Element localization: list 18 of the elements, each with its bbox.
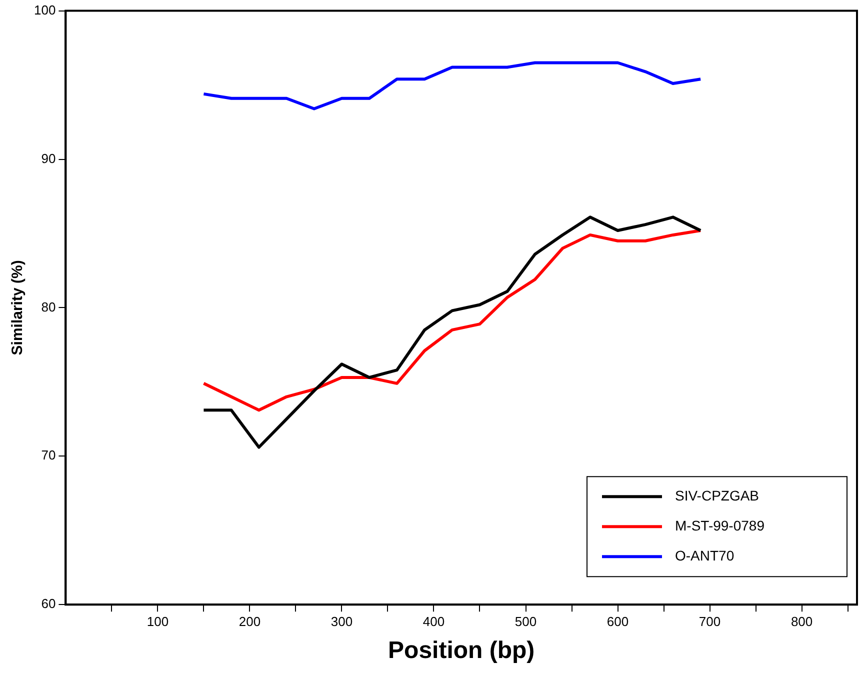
y-tick-label: 90 <box>41 150 56 166</box>
y-tick-label: 100 <box>34 2 56 18</box>
x-axis-title: Position (bp) <box>388 637 535 664</box>
x-tick-label: 500 <box>514 614 537 629</box>
x-tick-label: 400 <box>422 614 445 629</box>
x-tick-label: 600 <box>606 614 629 629</box>
y-tick-label: 80 <box>41 299 56 314</box>
y-axis-title: Similarity (%) <box>9 260 26 356</box>
x-tick-label: 200 <box>238 614 261 629</box>
x-tick-label: 800 <box>790 614 813 629</box>
legend-label: O-ANT70 <box>675 547 734 564</box>
legend-label: SIV-CPZGAB <box>675 487 760 504</box>
x-tick-label: 300 <box>330 614 353 629</box>
y-tick-label: 70 <box>41 448 56 463</box>
x-tick-label: 700 <box>698 614 721 629</box>
y-tick-label: 60 <box>41 596 56 612</box>
legend-label: M-ST-99-0789 <box>675 517 765 534</box>
x-tick-label: 100 <box>146 614 169 629</box>
